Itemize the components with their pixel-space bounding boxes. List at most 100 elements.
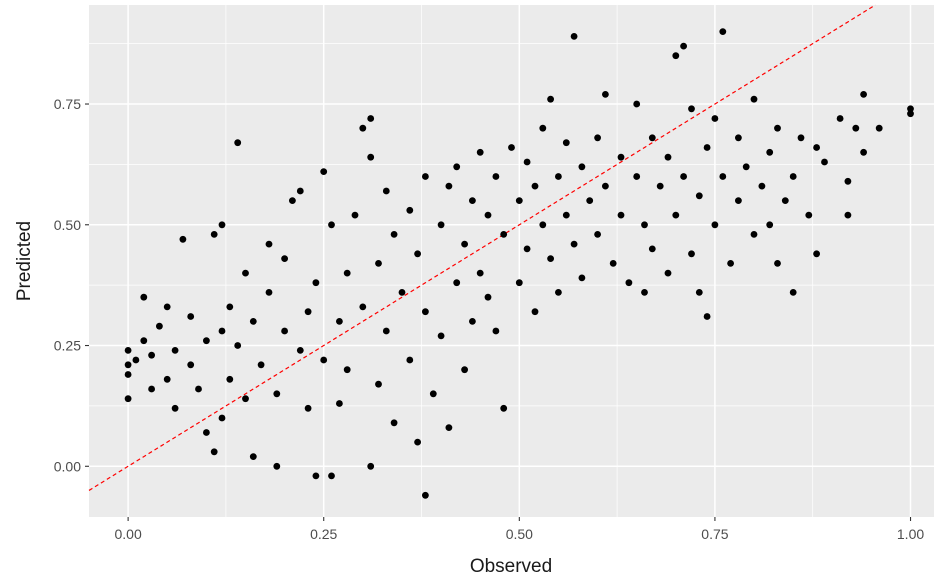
data-point bbox=[875, 124, 883, 132]
data-point bbox=[234, 342, 242, 349]
data-point bbox=[367, 462, 375, 470]
x-tick-label: 0.00 bbox=[114, 526, 141, 542]
data-point bbox=[304, 404, 312, 412]
data-point bbox=[163, 375, 171, 383]
data-point bbox=[852, 124, 860, 132]
data-point bbox=[445, 182, 453, 190]
data-point bbox=[398, 289, 406, 296]
data-point bbox=[132, 356, 140, 364]
data-point bbox=[242, 395, 249, 403]
data-point bbox=[382, 187, 390, 195]
data-point bbox=[265, 240, 273, 248]
y-tick-label: 0.50 bbox=[54, 217, 81, 233]
data-point bbox=[336, 318, 343, 325]
minor-grid bbox=[89, 5, 934, 517]
data-point bbox=[163, 303, 171, 311]
data-point bbox=[860, 91, 867, 98]
data-point bbox=[422, 308, 429, 316]
data-point bbox=[218, 327, 226, 335]
data-point bbox=[789, 173, 797, 180]
data-point bbox=[774, 124, 781, 132]
data-point bbox=[531, 182, 539, 190]
data-point bbox=[476, 269, 484, 277]
x-tick-label: 0.25 bbox=[310, 526, 337, 542]
data-point bbox=[406, 356, 414, 364]
data-point bbox=[281, 327, 288, 335]
data-point bbox=[320, 356, 328, 364]
data-point bbox=[797, 134, 805, 142]
data-point bbox=[226, 375, 234, 383]
data-point bbox=[695, 289, 703, 296]
data-point bbox=[586, 197, 594, 205]
data-point bbox=[523, 245, 531, 253]
data-point bbox=[688, 105, 695, 113]
data-point bbox=[320, 168, 328, 176]
data-point bbox=[359, 303, 367, 311]
data-point bbox=[343, 269, 351, 277]
data-point bbox=[390, 231, 398, 238]
major-grid bbox=[89, 5, 934, 517]
data-point bbox=[602, 91, 609, 98]
x-tick-label: 1.00 bbox=[897, 526, 924, 542]
data-point bbox=[484, 293, 492, 301]
data-point bbox=[171, 347, 179, 354]
data-point bbox=[469, 197, 476, 205]
data-point bbox=[281, 255, 288, 262]
data-point bbox=[727, 260, 734, 267]
data-point bbox=[195, 385, 202, 393]
data-point bbox=[336, 400, 343, 407]
data-point bbox=[742, 163, 750, 171]
data-point bbox=[821, 158, 828, 166]
data-point bbox=[124, 395, 132, 403]
data-point bbox=[805, 211, 813, 219]
data-point bbox=[422, 173, 429, 180]
data-point bbox=[148, 385, 156, 393]
data-point bbox=[836, 115, 844, 122]
data-point bbox=[648, 245, 656, 253]
points-layer bbox=[124, 28, 914, 499]
data-point bbox=[187, 361, 195, 369]
data-point bbox=[641, 221, 648, 229]
data-point bbox=[625, 279, 633, 287]
data-point bbox=[390, 419, 398, 427]
data-point bbox=[445, 424, 453, 431]
data-point bbox=[453, 163, 461, 171]
data-point bbox=[547, 255, 554, 262]
plot-panel bbox=[89, 5, 934, 517]
data-point bbox=[578, 274, 586, 282]
data-point bbox=[735, 134, 742, 142]
data-point bbox=[719, 28, 727, 35]
data-point bbox=[124, 361, 132, 369]
data-point bbox=[695, 192, 703, 200]
x-axis: 0.00 0.25 0.50 0.75 1.00 bbox=[114, 517, 924, 542]
x-tick-label: 0.50 bbox=[506, 526, 533, 542]
x-tick-label: 0.75 bbox=[701, 526, 728, 542]
data-point bbox=[203, 429, 210, 436]
data-point bbox=[273, 462, 281, 470]
data-point bbox=[210, 448, 218, 456]
data-point bbox=[570, 33, 578, 40]
data-point bbox=[907, 110, 914, 118]
data-point bbox=[257, 361, 265, 369]
data-point bbox=[171, 404, 179, 412]
data-point bbox=[672, 52, 680, 60]
data-point bbox=[813, 144, 820, 151]
data-point bbox=[781, 197, 789, 205]
data-point bbox=[242, 269, 249, 277]
data-point bbox=[492, 173, 500, 180]
data-point bbox=[296, 347, 304, 354]
data-point bbox=[124, 347, 132, 354]
data-point bbox=[680, 173, 687, 180]
data-point bbox=[774, 260, 781, 267]
data-point bbox=[680, 42, 687, 50]
data-point bbox=[633, 173, 641, 180]
data-point bbox=[570, 240, 578, 248]
data-point bbox=[562, 139, 570, 147]
reference-line bbox=[88, 4, 876, 491]
data-point bbox=[484, 211, 492, 219]
data-point bbox=[515, 197, 523, 205]
data-point bbox=[492, 327, 500, 335]
data-point bbox=[766, 148, 774, 156]
data-point bbox=[203, 337, 210, 345]
data-point bbox=[375, 260, 382, 267]
